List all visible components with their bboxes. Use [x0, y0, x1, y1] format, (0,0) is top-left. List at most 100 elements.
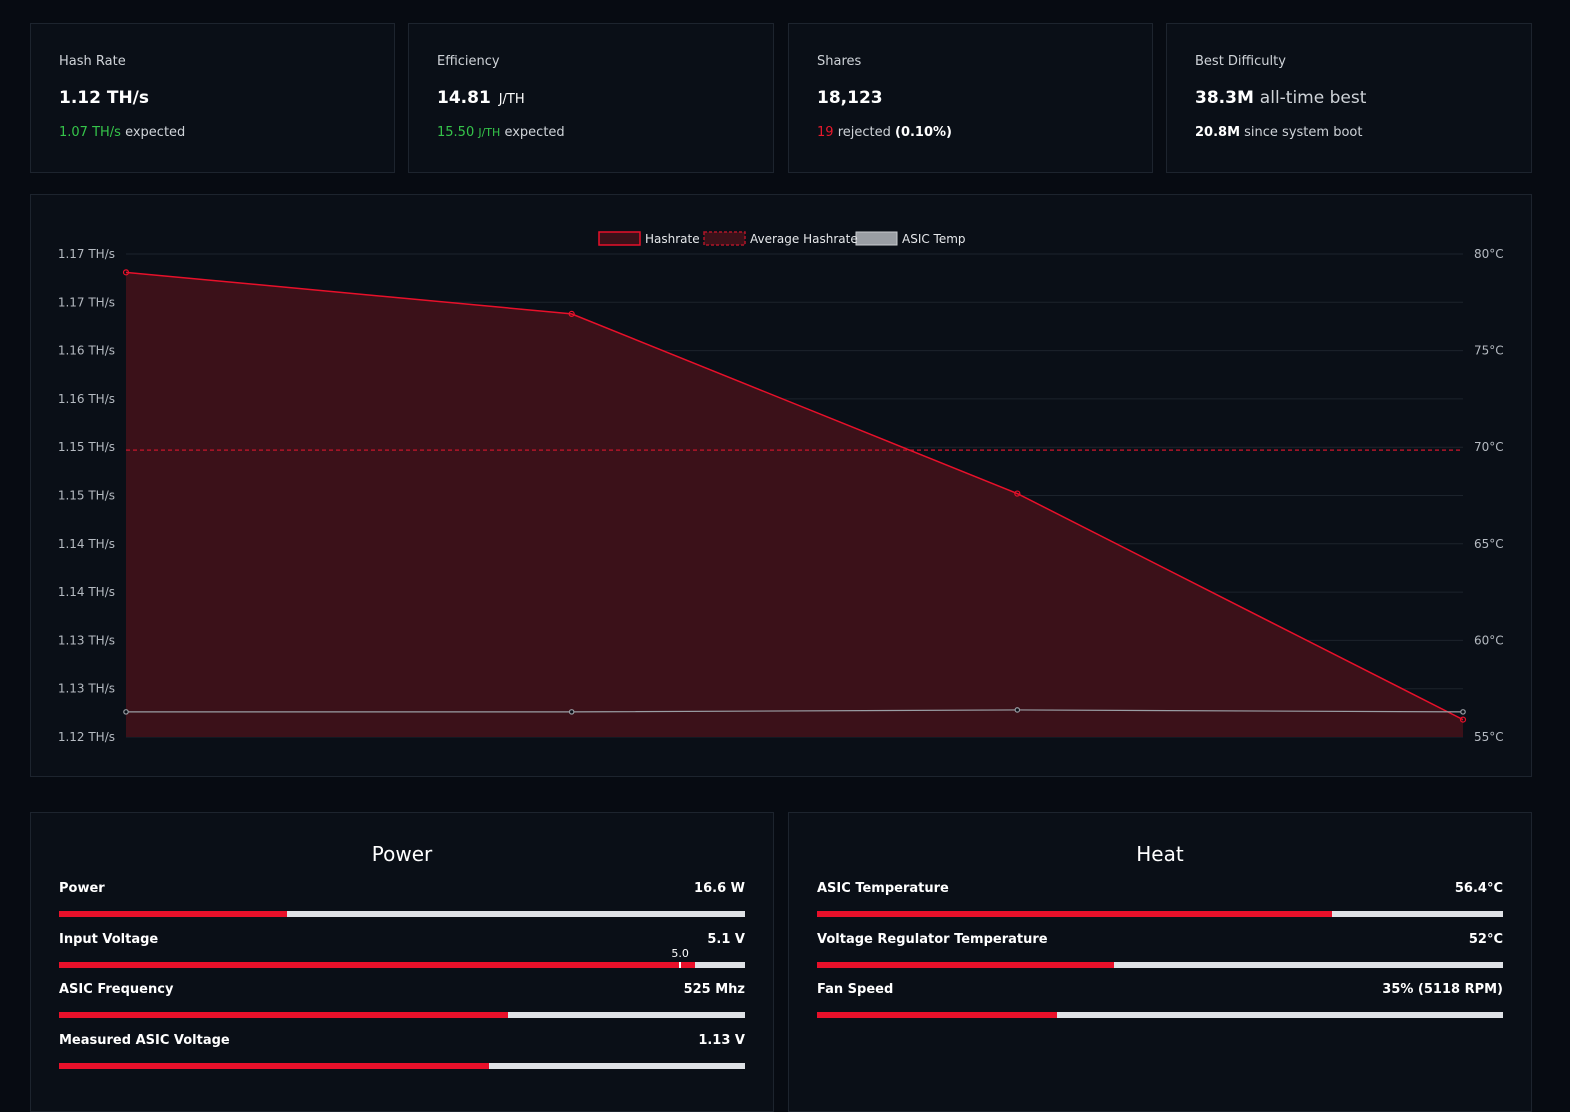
progress-fill [59, 962, 695, 968]
asic-temp-point [123, 709, 129, 715]
y-right-tick-label: 60°C [1474, 633, 1504, 647]
stat-title: Best Difficulty [1195, 54, 1286, 69]
progress-fill [817, 1012, 1058, 1018]
y-right-tick-label: 75°C [1474, 344, 1504, 358]
stat-sub: 15.50 J/TH expected [437, 125, 565, 140]
progress-fill [59, 1063, 490, 1069]
y-left-tick-label: 1.16 TH/s [58, 392, 115, 406]
panel-title: Power [371, 842, 433, 866]
metric-label: ASIC Frequency [59, 982, 174, 997]
stat-sub: 19 rejected (0.10%) [817, 125, 952, 140]
best-difficulty-value: 38.3M [1195, 88, 1254, 108]
asic-temp-point [568, 709, 575, 715]
y-right-tick-label: 70°C [1474, 440, 1504, 454]
y-left-tick-label: 1.17 TH/s [58, 247, 115, 261]
hashrate-chart-card: 1.17 TH/s 1.17 TH/s 1.16 TH/s 1.16 TH/s 1.15… [30, 194, 1532, 777]
efficiency-value: 14.81 [437, 88, 491, 108]
y-left-tick-label: 1.16 TH/s [58, 344, 115, 358]
progress-bar [59, 911, 745, 917]
y-left-tick-label: 1.15 TH/s [58, 440, 115, 454]
metric-label: Power [59, 881, 105, 896]
y-left-tick-label: 1.12 TH/s [58, 730, 115, 744]
progress-bar [817, 1012, 1503, 1018]
legend-swatch-asic-temp [855, 231, 898, 246]
rejected-text: rejected [837, 125, 891, 140]
legend-label: Hashrate [645, 232, 700, 246]
asic-temp-point [1014, 707, 1021, 713]
stat-card-efficiency: Efficiency 14.81 J/TH 15.50 J/TH expecte… [408, 23, 774, 173]
rejected-count: 19 [817, 125, 834, 140]
hashrate-point [1014, 490, 1021, 497]
stat-title: Efficiency [437, 54, 500, 69]
heat-panel: Heat ASIC Temperature 56.4°C Voltage Regul… [788, 812, 1532, 1112]
metric-value: 5.1 V [707, 932, 745, 947]
metric-value: 525 Mhz [683, 982, 745, 997]
stat-value: 18,123 [817, 88, 883, 108]
hashrate-line [125, 271, 1464, 721]
stat-title: Shares [817, 54, 862, 69]
stat-value: 1.12 TH/s [59, 88, 150, 108]
power-panel: Power Power 16.6 W Input Voltage 5.1 V 5.0 AS… [30, 812, 774, 1112]
stat-title: Hash Rate [59, 54, 126, 69]
threshold-marker [679, 962, 682, 968]
y-right-tick-label: 65°C [1474, 537, 1504, 551]
progress-fill [59, 1012, 509, 1018]
hashrate-point [1459, 716, 1467, 723]
stat-sub: 1.07 TH/s expected [59, 125, 185, 140]
progress-fill [817, 962, 1115, 968]
metric-label: Measured ASIC Voltage [59, 1033, 230, 1048]
hashrate-point [568, 310, 575, 317]
progress-fill [59, 911, 287, 917]
stat-sub: 20.8M since system boot [1195, 125, 1362, 140]
expected-value: 1.07 TH/s [59, 125, 121, 140]
metric-value: 56.4°C [1454, 881, 1503, 896]
hashrate-point [122, 269, 130, 276]
stat-card-best-difficulty: Best Difficulty 38.3M all-time best 20.8… [1166, 23, 1532, 173]
since-boot-text: since system boot [1244, 125, 1363, 140]
progress-fill [817, 911, 1333, 917]
expected-value: 15.50 [437, 125, 475, 140]
stat-value: 14.81 J/TH [437, 88, 525, 108]
since-boot-value: 20.8M [1195, 125, 1241, 140]
metric-value: 35% (5118 RPM) [1382, 982, 1503, 997]
panel-title: Heat [1136, 842, 1184, 866]
hashrate-chart: 1.17 TH/s 1.17 TH/s 1.16 TH/s 1.16 TH/s 1.15… [58, 231, 1504, 744]
asic-temp-point [1460, 709, 1466, 715]
metric-label: ASIC Temperature [817, 881, 949, 896]
legend-swatch-average-hashrate [703, 231, 746, 246]
y-left-tick-label: 1.13 TH/s [58, 682, 115, 696]
stat-card-hash-rate: Hash Rate 1.12 TH/s 1.07 TH/s expected [30, 23, 395, 173]
expected-text: expected [125, 125, 186, 140]
legend-label: ASIC Temp [902, 232, 966, 246]
asic-temp-line [126, 709, 1464, 713]
y-left-tick-label: 1.17 TH/s [58, 295, 115, 309]
legend-swatch-hashrate [598, 231, 641, 246]
y-left-tick-label: 1.15 TH/s [58, 489, 115, 503]
y-left-tick-label: 1.14 TH/s [58, 537, 115, 551]
y-left-tick-label: 1.14 TH/s [58, 585, 115, 599]
expected-text: expected [504, 125, 565, 140]
metric-label: Fan Speed [817, 982, 894, 997]
progress-bar [817, 962, 1503, 968]
threshold-marker-label: 5.0 [671, 947, 689, 960]
progress-bar [817, 911, 1503, 917]
progress-bar: 5.0 [59, 947, 745, 968]
rejected-percent: (0.10%) [895, 125, 952, 140]
y-left-tick-label: 1.13 TH/s [58, 633, 115, 647]
stat-value: 38.3M all-time best [1195, 88, 1366, 108]
efficiency-unit: J/TH [498, 92, 525, 107]
y-right-tick-label: 55°C [1474, 730, 1504, 744]
metric-value: 1.13 V [698, 1033, 745, 1048]
legend-label: Average Hashrate [750, 232, 858, 246]
progress-bar [59, 1063, 745, 1069]
best-difficulty-label: all-time best [1259, 88, 1367, 108]
metric-label: Input Voltage [59, 932, 159, 947]
expected-unit: J/TH [478, 126, 501, 139]
progress-bar [59, 1012, 745, 1018]
metric-label: Voltage Regulator Temperature [817, 932, 1048, 947]
hashrate-area [126, 272, 1463, 737]
y-right-tick-label: 80°C [1474, 247, 1504, 261]
metric-value: 52°C [1468, 932, 1503, 947]
stat-card-shares: Shares 18,123 19 rejected (0.10%) [788, 23, 1153, 173]
metric-value: 16.6 W [694, 881, 745, 896]
